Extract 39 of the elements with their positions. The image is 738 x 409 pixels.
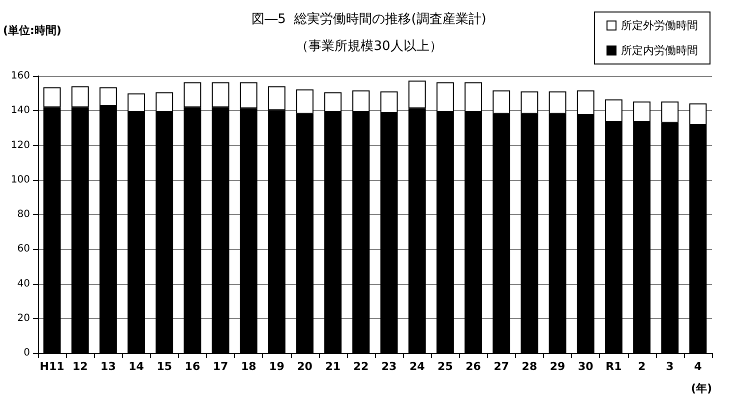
y-tick-label: 80 xyxy=(17,209,30,220)
x-tick-label: 18 xyxy=(240,360,256,373)
x-tick-label: 21 xyxy=(325,360,341,373)
x-tick-label: 17 xyxy=(212,360,228,373)
y-axis-title: (単位:時間) xyxy=(3,24,62,37)
x-tick-label: 29 xyxy=(550,360,566,373)
x-tick-label: 2 xyxy=(638,360,646,373)
y-tick-label: 120 xyxy=(10,140,30,151)
x-tick-label: 4 xyxy=(694,360,702,373)
x-tick-label: 25 xyxy=(438,360,453,373)
y-tick-label: 160 xyxy=(10,70,30,82)
x-tick-label: 28 xyxy=(522,360,538,373)
y-tick-label: 60 xyxy=(17,244,30,255)
legend-label: 所定外労働時間 xyxy=(621,19,698,32)
y-tick-label: 140 xyxy=(10,105,30,116)
x-tick-label: H11 xyxy=(40,360,64,373)
x-axis-title: (年) xyxy=(690,382,712,395)
legend-label: 所定内労働時間 xyxy=(621,44,698,57)
y-tick-label: 0 xyxy=(24,348,30,358)
x-tick-label: 15 xyxy=(156,360,172,373)
x-tick-label: 16 xyxy=(184,360,200,373)
x-tick-label: 12 xyxy=(72,360,88,373)
x-tick-label: 27 xyxy=(494,360,510,373)
x-tick-label: 24 xyxy=(409,360,426,373)
x-tick-label: 20 xyxy=(297,360,313,373)
x-tick-label: 14 xyxy=(128,360,144,373)
x-tick-label: R1 xyxy=(606,360,622,373)
x-tick-label: 22 xyxy=(353,360,369,373)
y-tick-label: 40 xyxy=(17,278,30,290)
y-tick-label: 20 xyxy=(17,312,30,324)
chart-subtitle: （事業所規模30人以上） xyxy=(296,39,442,54)
chart-title: 図―5 総実労働時間の推移(調査産業計) xyxy=(252,11,486,27)
y-tick-label: 100 xyxy=(10,174,30,186)
x-tick-label: 13 xyxy=(100,360,116,373)
x-tick-label: 23 xyxy=(381,360,397,373)
x-tick-label: 19 xyxy=(269,360,284,373)
x-tick-label: 26 xyxy=(466,360,482,373)
x-tick-label: 30 xyxy=(578,360,594,373)
x-tick-label: 3 xyxy=(666,360,674,373)
